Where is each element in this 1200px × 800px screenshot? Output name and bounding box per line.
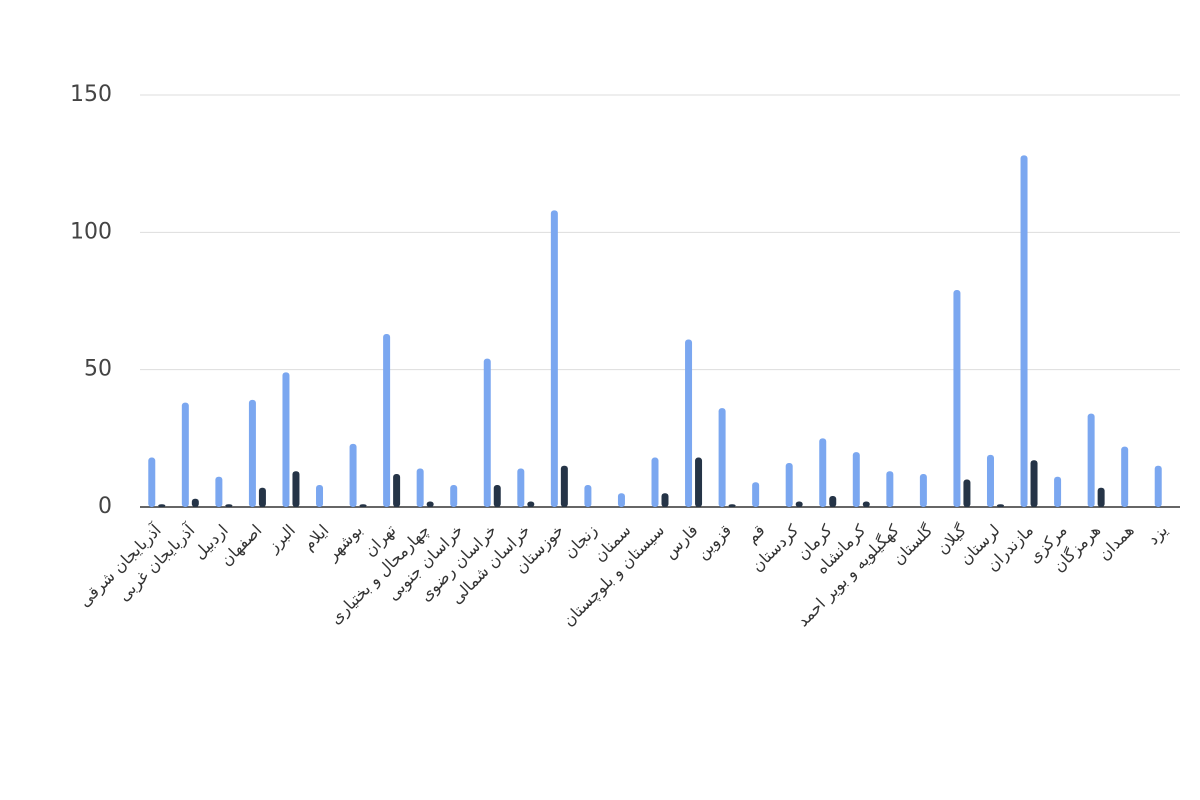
- bar: [953, 290, 961, 507]
- x-tick-label: قزوین: [693, 521, 736, 564]
- bar: [986, 454, 994, 507]
- bar: [527, 501, 535, 507]
- bar: [493, 485, 501, 507]
- bar: [359, 504, 367, 507]
- bar: [819, 438, 827, 507]
- bar: [695, 457, 703, 507]
- bar: [426, 501, 434, 507]
- x-tick-label: قم: [742, 521, 768, 547]
- bar: [1121, 446, 1129, 507]
- bar: [450, 485, 458, 507]
- bar: [862, 501, 870, 507]
- bar: [1097, 487, 1105, 507]
- bar: [191, 498, 199, 507]
- x-tick-label: یزد: [1143, 521, 1172, 550]
- bar: [919, 474, 927, 507]
- bar: [550, 210, 558, 508]
- bar: [1054, 476, 1062, 507]
- bar: [225, 504, 233, 507]
- bar: [886, 471, 894, 507]
- bar: [718, 408, 726, 507]
- bar: [483, 358, 491, 507]
- bar: [258, 487, 266, 507]
- bar: [1087, 413, 1095, 507]
- bar: [393, 474, 401, 507]
- bar: [1154, 465, 1162, 507]
- x-tick-label: البرز: [263, 521, 300, 558]
- bar: [728, 504, 736, 507]
- bar: [517, 468, 525, 507]
- bar: [416, 468, 424, 507]
- x-tick-label: بوشهر: [322, 521, 367, 566]
- bar: [785, 463, 793, 507]
- bar: [1020, 155, 1028, 507]
- bar: [181, 402, 189, 507]
- bar: [617, 493, 625, 507]
- bar: [158, 504, 166, 507]
- bar: [685, 339, 693, 507]
- bar: [292, 471, 300, 507]
- bar: [963, 479, 971, 507]
- y-tick-label: 0: [98, 494, 112, 519]
- bar: [651, 457, 659, 507]
- bar: [584, 485, 592, 507]
- bar: [560, 465, 568, 507]
- bar: [282, 372, 290, 507]
- y-tick-label: 100: [70, 219, 112, 244]
- bar: [852, 452, 860, 507]
- bar: [829, 496, 837, 507]
- bar: [316, 485, 324, 507]
- bar: [215, 476, 223, 507]
- y-tick-label: 150: [70, 82, 112, 107]
- bar: [1030, 460, 1038, 507]
- x-tick-label: همدان: [1094, 521, 1137, 564]
- bar: [661, 493, 669, 507]
- bar: [752, 482, 760, 507]
- bar: [383, 333, 391, 507]
- y-tick-label: 50: [84, 357, 112, 382]
- x-tick-label: فارس: [660, 521, 702, 563]
- bar: [795, 501, 803, 507]
- bar: [996, 504, 1004, 507]
- bar: [148, 457, 156, 507]
- bar: [349, 443, 357, 507]
- bar: [248, 399, 256, 507]
